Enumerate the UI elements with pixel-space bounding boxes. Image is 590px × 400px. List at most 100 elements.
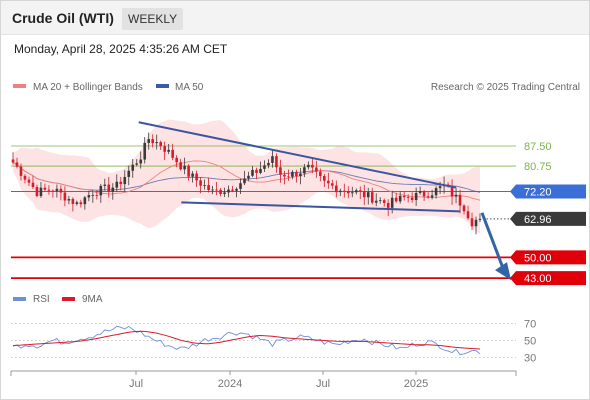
candle [450,179,454,205]
candle [59,185,63,201]
candle [342,183,346,198]
rsi-tick-label: 70 [524,319,536,331]
candle [71,197,75,212]
candle [31,175,35,190]
candle [131,158,135,178]
candle [63,186,67,207]
candle [434,186,438,199]
candle [19,163,23,181]
ma20-legend-swatch [13,84,26,88]
chart-header: Crude Oil (WTI) WEEKLY [1,1,589,35]
candle [307,161,310,170]
candle [398,191,402,204]
trend-channel [138,121,511,281]
candle [147,132,151,150]
candle [346,186,350,199]
candle [350,186,354,198]
price-candles [11,132,482,235]
candle [358,186,362,200]
rsi-panel: 70 50 30 [11,319,536,365]
candle [374,193,378,207]
forecast-arrow-shaft [480,212,505,269]
candle [426,191,430,199]
candle [203,179,206,190]
candle [95,190,99,200]
timeframe-badge[interactable]: WEEKLY [122,8,184,30]
copyright-label: Research © 2025 Trading Central [431,82,580,93]
candle [319,168,322,182]
candle [87,190,91,202]
support-tag-2: 43.00 [510,271,586,286]
candle [207,178,210,193]
svg-text:62.96: 62.96 [524,214,552,226]
rsi-tick-label: 30 [524,353,536,365]
rsi-tick-label: 50 [524,336,536,348]
candle [143,137,147,164]
candle [303,164,306,178]
candle [127,165,131,186]
candle [243,170,246,186]
candle [406,194,410,203]
candle [223,187,226,197]
candle [111,183,115,200]
timestamp-label: Monday, April 28, 2025 4:35:26 AM CET [14,42,228,56]
pivot-tag: 72.20 [510,184,586,199]
x-tick-label: Jul [129,378,143,390]
candle [47,185,51,195]
svg-text:72.20: 72.20 [524,186,552,198]
candle [315,160,318,178]
candle [187,164,190,181]
candle [402,191,406,201]
candle [263,160,266,173]
candle [75,200,79,206]
candle [215,182,218,196]
candle [15,157,19,169]
candle [311,157,314,174]
candle [414,187,418,206]
candle [422,190,426,201]
candle [191,171,194,183]
candle [119,177,123,191]
candle [418,186,422,195]
last-price-tag: 62.96 [510,211,586,226]
ma20-legend-label: MA 20 + Bollinger Bands [33,82,143,93]
candle [255,167,258,180]
candle [394,192,398,203]
level-tags: 80.75 87.50 72.20 62.96 50.00 43.00 [510,141,586,286]
candle [466,205,470,220]
svg-text:50.00: 50.00 [524,252,552,264]
upper-trendline [138,121,457,189]
candle [267,159,270,169]
x-tick-label: Jul [316,378,330,390]
ma50-line [12,162,481,193]
candle [430,189,434,200]
candle [382,198,386,207]
candle [83,195,87,210]
ma20-line [12,160,481,201]
candle [247,171,250,182]
candle [39,182,43,198]
candle [366,187,370,205]
ma50-legend-swatch [156,84,169,88]
candle [279,159,282,183]
candle [151,134,155,148]
forecast-arrow-head [495,262,511,281]
candle [474,216,478,235]
x-tick-label: 2025 [404,378,428,390]
candle [354,188,358,195]
candle [283,170,286,185]
resistance-label-1: 80.75 [524,161,552,173]
candle [103,178,107,191]
candle [239,178,242,195]
candle [291,170,294,180]
candle [171,143,174,161]
resistance-label-2: 87.50 [524,141,552,153]
candle [227,185,230,198]
candle [259,161,262,175]
candle [99,183,103,203]
candle [410,192,414,203]
candle [23,174,27,184]
lower-trendline [181,201,461,213]
candle [11,152,15,165]
